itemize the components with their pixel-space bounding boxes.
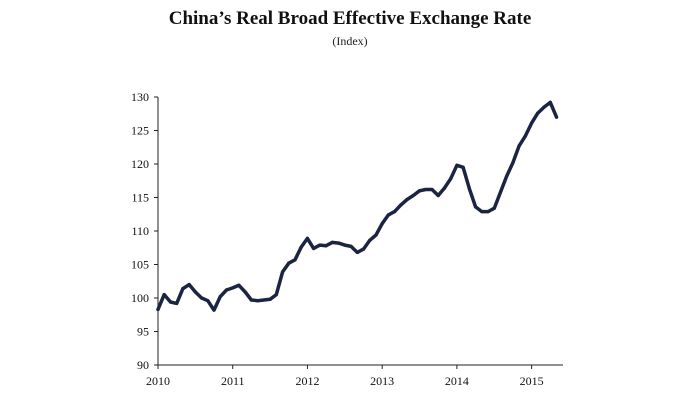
data-point	[393, 209, 397, 214]
y-tick-label: 110	[131, 224, 149, 238]
data-point	[193, 290, 197, 294]
data-point	[455, 163, 459, 167]
data-point	[480, 209, 484, 214]
data-point	[293, 258, 297, 262]
x-tick-label: 2013	[370, 374, 394, 388]
data-point	[287, 261, 291, 265]
axes-group	[157, 97, 563, 366]
chart-title: China’s Real Broad Effective Exchange Ra…	[168, 8, 532, 29]
data-point	[361, 247, 366, 251]
data-point	[324, 244, 328, 248]
data-point	[305, 236, 310, 240]
data-point	[442, 186, 447, 190]
x-tick-label: 2011	[221, 374, 245, 388]
data-point	[218, 295, 222, 299]
data-point	[548, 100, 552, 104]
data-point	[355, 250, 359, 255]
y-tick-label: 115	[131, 191, 149, 205]
x-tick-label: 2014	[445, 374, 469, 388]
series-group	[156, 100, 559, 312]
data-point	[280, 270, 285, 274]
data-point	[168, 300, 173, 304]
y-tick-label: 100	[131, 291, 149, 305]
data-point	[554, 115, 559, 119]
y-tick-label: 90	[137, 358, 149, 372]
data-point	[243, 290, 247, 294]
data-point	[256, 299, 260, 303]
y-tick-label: 120	[131, 157, 149, 171]
data-point	[349, 244, 353, 249]
x-axis-ticks: 2010 2011 2012 2013 2014 2015	[146, 365, 544, 388]
data-point	[374, 233, 378, 237]
data-point	[498, 190, 503, 194]
y-tick-label: 125	[131, 124, 149, 138]
data-point	[430, 187, 434, 192]
data-point	[530, 121, 534, 125]
data-point	[237, 283, 241, 287]
series-line	[156, 100, 559, 312]
data-point	[249, 298, 254, 302]
data-point	[175, 301, 179, 305]
data-point	[343, 243, 347, 247]
data-point	[542, 105, 546, 109]
data-point	[467, 187, 471, 191]
data-point	[337, 241, 341, 245]
data-point	[505, 174, 509, 178]
data-point	[386, 213, 390, 217]
data-point	[449, 177, 453, 181]
y-tick-label: 130	[131, 90, 149, 104]
data-point	[262, 298, 266, 302]
data-point	[212, 308, 216, 312]
data-point	[523, 134, 528, 138]
data-point	[206, 299, 210, 303]
y-tick-label: 95	[137, 325, 149, 339]
data-point	[181, 287, 185, 291]
data-point	[299, 245, 303, 249]
x-tick-label: 2015	[520, 374, 544, 388]
data-point	[268, 297, 272, 301]
y-tick-label: 105	[131, 258, 149, 272]
data-point	[274, 293, 278, 297]
data-point	[380, 222, 384, 226]
data-point	[318, 243, 322, 247]
data-point	[517, 144, 521, 148]
x-tick-label: 2012	[295, 374, 319, 388]
data-point	[405, 197, 409, 202]
data-point	[461, 165, 465, 169]
data-point	[330, 240, 334, 244]
data-point	[162, 293, 166, 297]
data-point	[399, 203, 403, 207]
data-point	[312, 246, 316, 251]
data-point	[187, 283, 191, 287]
data-point	[417, 189, 422, 193]
data-point	[424, 187, 428, 192]
data-point	[536, 111, 540, 115]
data-point	[368, 238, 372, 242]
data-point	[156, 307, 160, 311]
data-point	[436, 193, 440, 198]
data-point	[492, 206, 496, 210]
data-point	[224, 288, 229, 292]
data-point	[199, 296, 204, 300]
data-point	[411, 193, 415, 198]
chart-subtitle: (Index)	[332, 34, 368, 48]
y-axis-ticks: 90 95 100 105 110 115 120 125 130	[131, 90, 158, 372]
data-point	[511, 161, 515, 165]
x-tick-label: 2010	[146, 374, 170, 388]
data-point	[473, 205, 478, 209]
data-point	[231, 286, 235, 290]
data-point	[486, 209, 490, 214]
